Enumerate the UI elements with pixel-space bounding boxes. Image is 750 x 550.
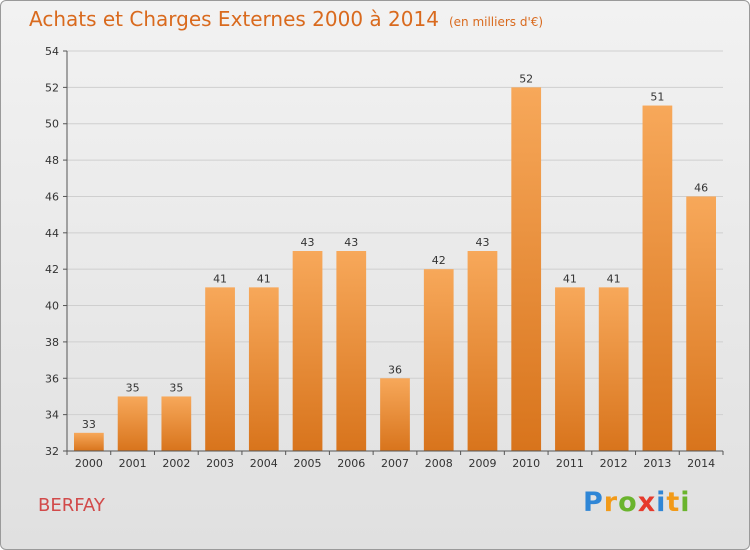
y-tick-label: 54 — [45, 45, 59, 58]
bar — [73, 432, 104, 451]
commune-name: BERFAY — [38, 495, 105, 516]
bar — [117, 396, 148, 451]
y-tick-label: 52 — [45, 81, 59, 94]
bar — [248, 287, 279, 451]
x-tick-label: 2008 — [425, 457, 453, 470]
x-tick-label: 2003 — [206, 457, 234, 470]
x-tick-label: 2004 — [250, 457, 278, 470]
bar-value-label: 41 — [213, 272, 227, 285]
bar-value-label: 51 — [650, 91, 664, 104]
y-tick-label: 40 — [45, 300, 59, 313]
bar-value-label: 46 — [694, 181, 708, 194]
x-tick-label: 2002 — [162, 457, 190, 470]
x-tick-label: 2012 — [600, 457, 628, 470]
bar — [336, 251, 367, 451]
x-tick-label: 2010 — [512, 457, 540, 470]
x-tick-label: 2000 — [75, 457, 103, 470]
x-tick-label: 2013 — [643, 457, 671, 470]
x-tick-label: 2014 — [687, 457, 715, 470]
bar-value-label: 35 — [126, 381, 140, 394]
proxiti-logo: Proxiti — [583, 487, 691, 518]
bar-value-label: 41 — [563, 272, 577, 285]
bar-value-label: 42 — [432, 254, 446, 267]
y-tick-label: 42 — [45, 263, 59, 276]
bar — [423, 269, 454, 451]
bar — [511, 87, 542, 451]
x-tick-label: 2009 — [468, 457, 496, 470]
y-tick-label: 34 — [45, 409, 59, 422]
y-tick-label: 32 — [45, 445, 59, 458]
bar-value-label: 41 — [607, 272, 621, 285]
x-tick-label: 2001 — [119, 457, 147, 470]
bar-value-label: 35 — [169, 381, 183, 394]
bar-value-label: 41 — [257, 272, 271, 285]
chart-title-text: Achats et Charges Externes 2000 à 2014 — [29, 7, 439, 31]
bar — [205, 287, 235, 451]
bar-value-label: 52 — [519, 72, 533, 85]
bar — [686, 196, 717, 451]
bar-value-label: 33 — [82, 418, 96, 431]
x-tick-label: 2007 — [381, 457, 409, 470]
y-tick-label: 46 — [45, 190, 59, 203]
x-tick-label: 2006 — [337, 457, 365, 470]
chart-title: Achats et Charges Externes 2000 à 2014 (e… — [29, 7, 543, 31]
bar — [292, 251, 323, 451]
bar — [380, 378, 410, 451]
bar — [555, 287, 585, 451]
bar-value-label: 36 — [388, 363, 402, 376]
bar-value-label: 43 — [301, 236, 315, 249]
y-tick-label: 36 — [45, 372, 59, 385]
bar — [598, 287, 629, 451]
bar-value-label: 43 — [475, 236, 489, 249]
bar — [467, 251, 498, 451]
bar — [642, 105, 673, 451]
y-tick-label: 48 — [45, 154, 59, 167]
y-tick-label: 50 — [45, 118, 59, 131]
x-tick-label: 2005 — [294, 457, 322, 470]
x-tick-label: 2011 — [556, 457, 584, 470]
bar-value-label: 43 — [344, 236, 358, 249]
bar — [161, 396, 192, 451]
y-tick-label: 44 — [45, 227, 59, 240]
chart-unit: (en milliers d'€) — [448, 15, 544, 29]
y-tick-label: 38 — [45, 336, 59, 349]
